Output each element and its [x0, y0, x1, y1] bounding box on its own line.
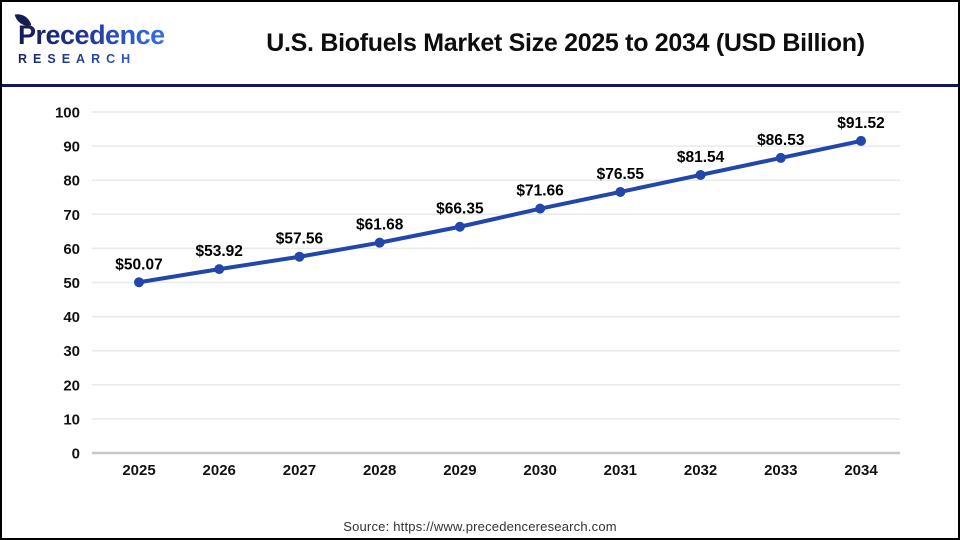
- x-tick-label: 2030: [523, 462, 556, 479]
- x-tick-label: 2025: [122, 462, 155, 479]
- x-tick-label: 2031: [604, 462, 637, 479]
- brand-logo: Precedence RESEARCH: [2, 11, 187, 66]
- x-tick-label: 2026: [203, 462, 236, 479]
- data-point-label: $86.53: [757, 132, 805, 149]
- data-point: [856, 135, 866, 146]
- data-point-label: $61.68: [356, 217, 404, 234]
- data-point: [374, 237, 385, 248]
- data-point-label: $91.52: [837, 115, 884, 132]
- data-point-label: $66.35: [436, 201, 484, 218]
- x-tick-label: 2033: [764, 462, 797, 479]
- source-text: Source: https://www.precedenceresearch.c…: [343, 519, 617, 534]
- data-point: [294, 251, 305, 262]
- chart-area: 0 10 20 30 40 50 60 70 80 90 100 2025 2026 2027 2028 20…: [2, 87, 958, 512]
- data-point: [535, 203, 546, 214]
- data-point-label: $71.66: [516, 183, 564, 200]
- chart-title: U.S. Biofuels Market Size 2025 to 2034 (…: [266, 28, 865, 57]
- header-divider: [2, 84, 958, 87]
- y-tick-label: 20: [63, 377, 80, 394]
- x-tick-label: 2029: [443, 462, 476, 479]
- data-point: [615, 186, 626, 197]
- y-tick-label: 60: [63, 241, 80, 258]
- data-point: [214, 264, 225, 275]
- logo-wordmark: Precedence: [18, 20, 187, 51]
- data-point: [134, 277, 144, 288]
- y-tick-label: 90: [63, 139, 80, 156]
- data-point-label: $50.07: [115, 256, 162, 273]
- data-point: [695, 169, 706, 180]
- y-tick-label: 80: [63, 173, 80, 190]
- x-tick-label: 2027: [283, 462, 316, 479]
- data-point-label: $76.55: [597, 166, 645, 183]
- y-tick-label: 100: [55, 105, 80, 122]
- y-tick-label: 10: [63, 411, 80, 428]
- data-point: [454, 221, 465, 232]
- x-tick-label: 2034: [844, 462, 878, 479]
- header: Precedence RESEARCH U.S. Biofuels Market…: [2, 2, 958, 84]
- x-tick-label: 2032: [684, 462, 717, 479]
- data-point: [775, 152, 786, 163]
- y-tick-label: 0: [72, 446, 80, 463]
- y-tick-label: 30: [63, 343, 80, 360]
- data-point-label: $81.54: [677, 149, 725, 166]
- x-tick-label: 2028: [363, 462, 396, 479]
- y-tick-label: 40: [63, 309, 80, 326]
- y-tick-label: 70: [63, 207, 80, 224]
- data-point-label: $53.92: [196, 243, 243, 260]
- data-point-label: $57.56: [276, 231, 324, 248]
- y-tick-label: 50: [63, 275, 80, 292]
- series-line: [137, 138, 863, 285]
- logo-subtext: RESEARCH: [18, 52, 187, 66]
